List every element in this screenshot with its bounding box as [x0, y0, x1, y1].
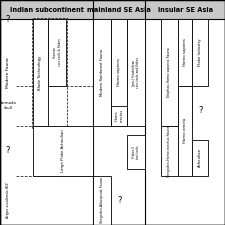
Bar: [127, 135, 145, 169]
Bar: [161, 19, 178, 126]
Text: Acheulian: Acheulian: [198, 148, 202, 167]
Text: Blade Technology: Blade Technology: [38, 55, 43, 90]
Bar: [33, 126, 93, 176]
Bar: [93, 176, 111, 225]
Text: Elephas-Homo sapiens Fauna: Elephas-Homo sapiens Fauna: [167, 48, 171, 97]
Text: ?: ?: [6, 146, 10, 155]
Bar: [33, 19, 48, 126]
Text: Soanian
core tools & flakes: Soanian core tools & flakes: [53, 38, 62, 66]
Text: Homo
erectus: Homo erectus: [115, 109, 124, 122]
Bar: [32, 18, 67, 128]
Bar: [48, 19, 66, 86]
Text: Homo sapiens: Homo sapiens: [117, 59, 121, 86]
Text: Flake Industry: Flake Industry: [198, 38, 202, 66]
Text: mainland SE Asia: mainland SE Asia: [87, 7, 151, 13]
Text: Homo erecta: Homo erecta: [183, 118, 187, 143]
Text: insular SE Asia: insular SE Asia: [158, 7, 213, 13]
Text: ?: ?: [6, 15, 10, 24]
Bar: [161, 126, 178, 176]
Text: Stegodon-Homo erectus Fauna: Stegodon-Homo erectus Fauna: [167, 125, 171, 177]
Text: Large Flake Acheulian: Large Flake Acheulian: [61, 129, 65, 172]
Text: Modern Rainforest Fauna: Modern Rainforest Fauna: [100, 49, 104, 96]
Text: Modern Fauna: Modern Fauna: [6, 57, 10, 88]
Bar: [127, 19, 145, 126]
Text: Flakes II
tool tools: Flakes II tool tools: [132, 145, 140, 159]
Text: ?: ?: [198, 106, 202, 115]
Text: Homo sapiens: Homo sapiens: [183, 38, 187, 66]
Bar: [93, 19, 111, 126]
Text: [pre-] Hoabinhian
core tools and flakes: [pre-] Hoabinhian core tools and flakes: [132, 57, 140, 88]
Text: Argus aivalensis BIZ: Argus aivalensis BIZ: [6, 182, 10, 218]
Text: Stegodon-Ailuropoda Fauna: Stegodon-Ailuropoda Fauna: [100, 177, 104, 223]
Text: Narmada
skull: Narmada skull: [0, 101, 17, 110]
Text: Indian subcontinent: Indian subcontinent: [10, 7, 84, 13]
Bar: [192, 140, 208, 176]
Bar: [178, 19, 192, 86]
Bar: [178, 86, 192, 176]
Bar: [0, 0, 225, 19]
Bar: [192, 19, 208, 86]
Bar: [111, 19, 127, 126]
Text: ?: ?: [117, 196, 122, 205]
Bar: [111, 106, 127, 126]
